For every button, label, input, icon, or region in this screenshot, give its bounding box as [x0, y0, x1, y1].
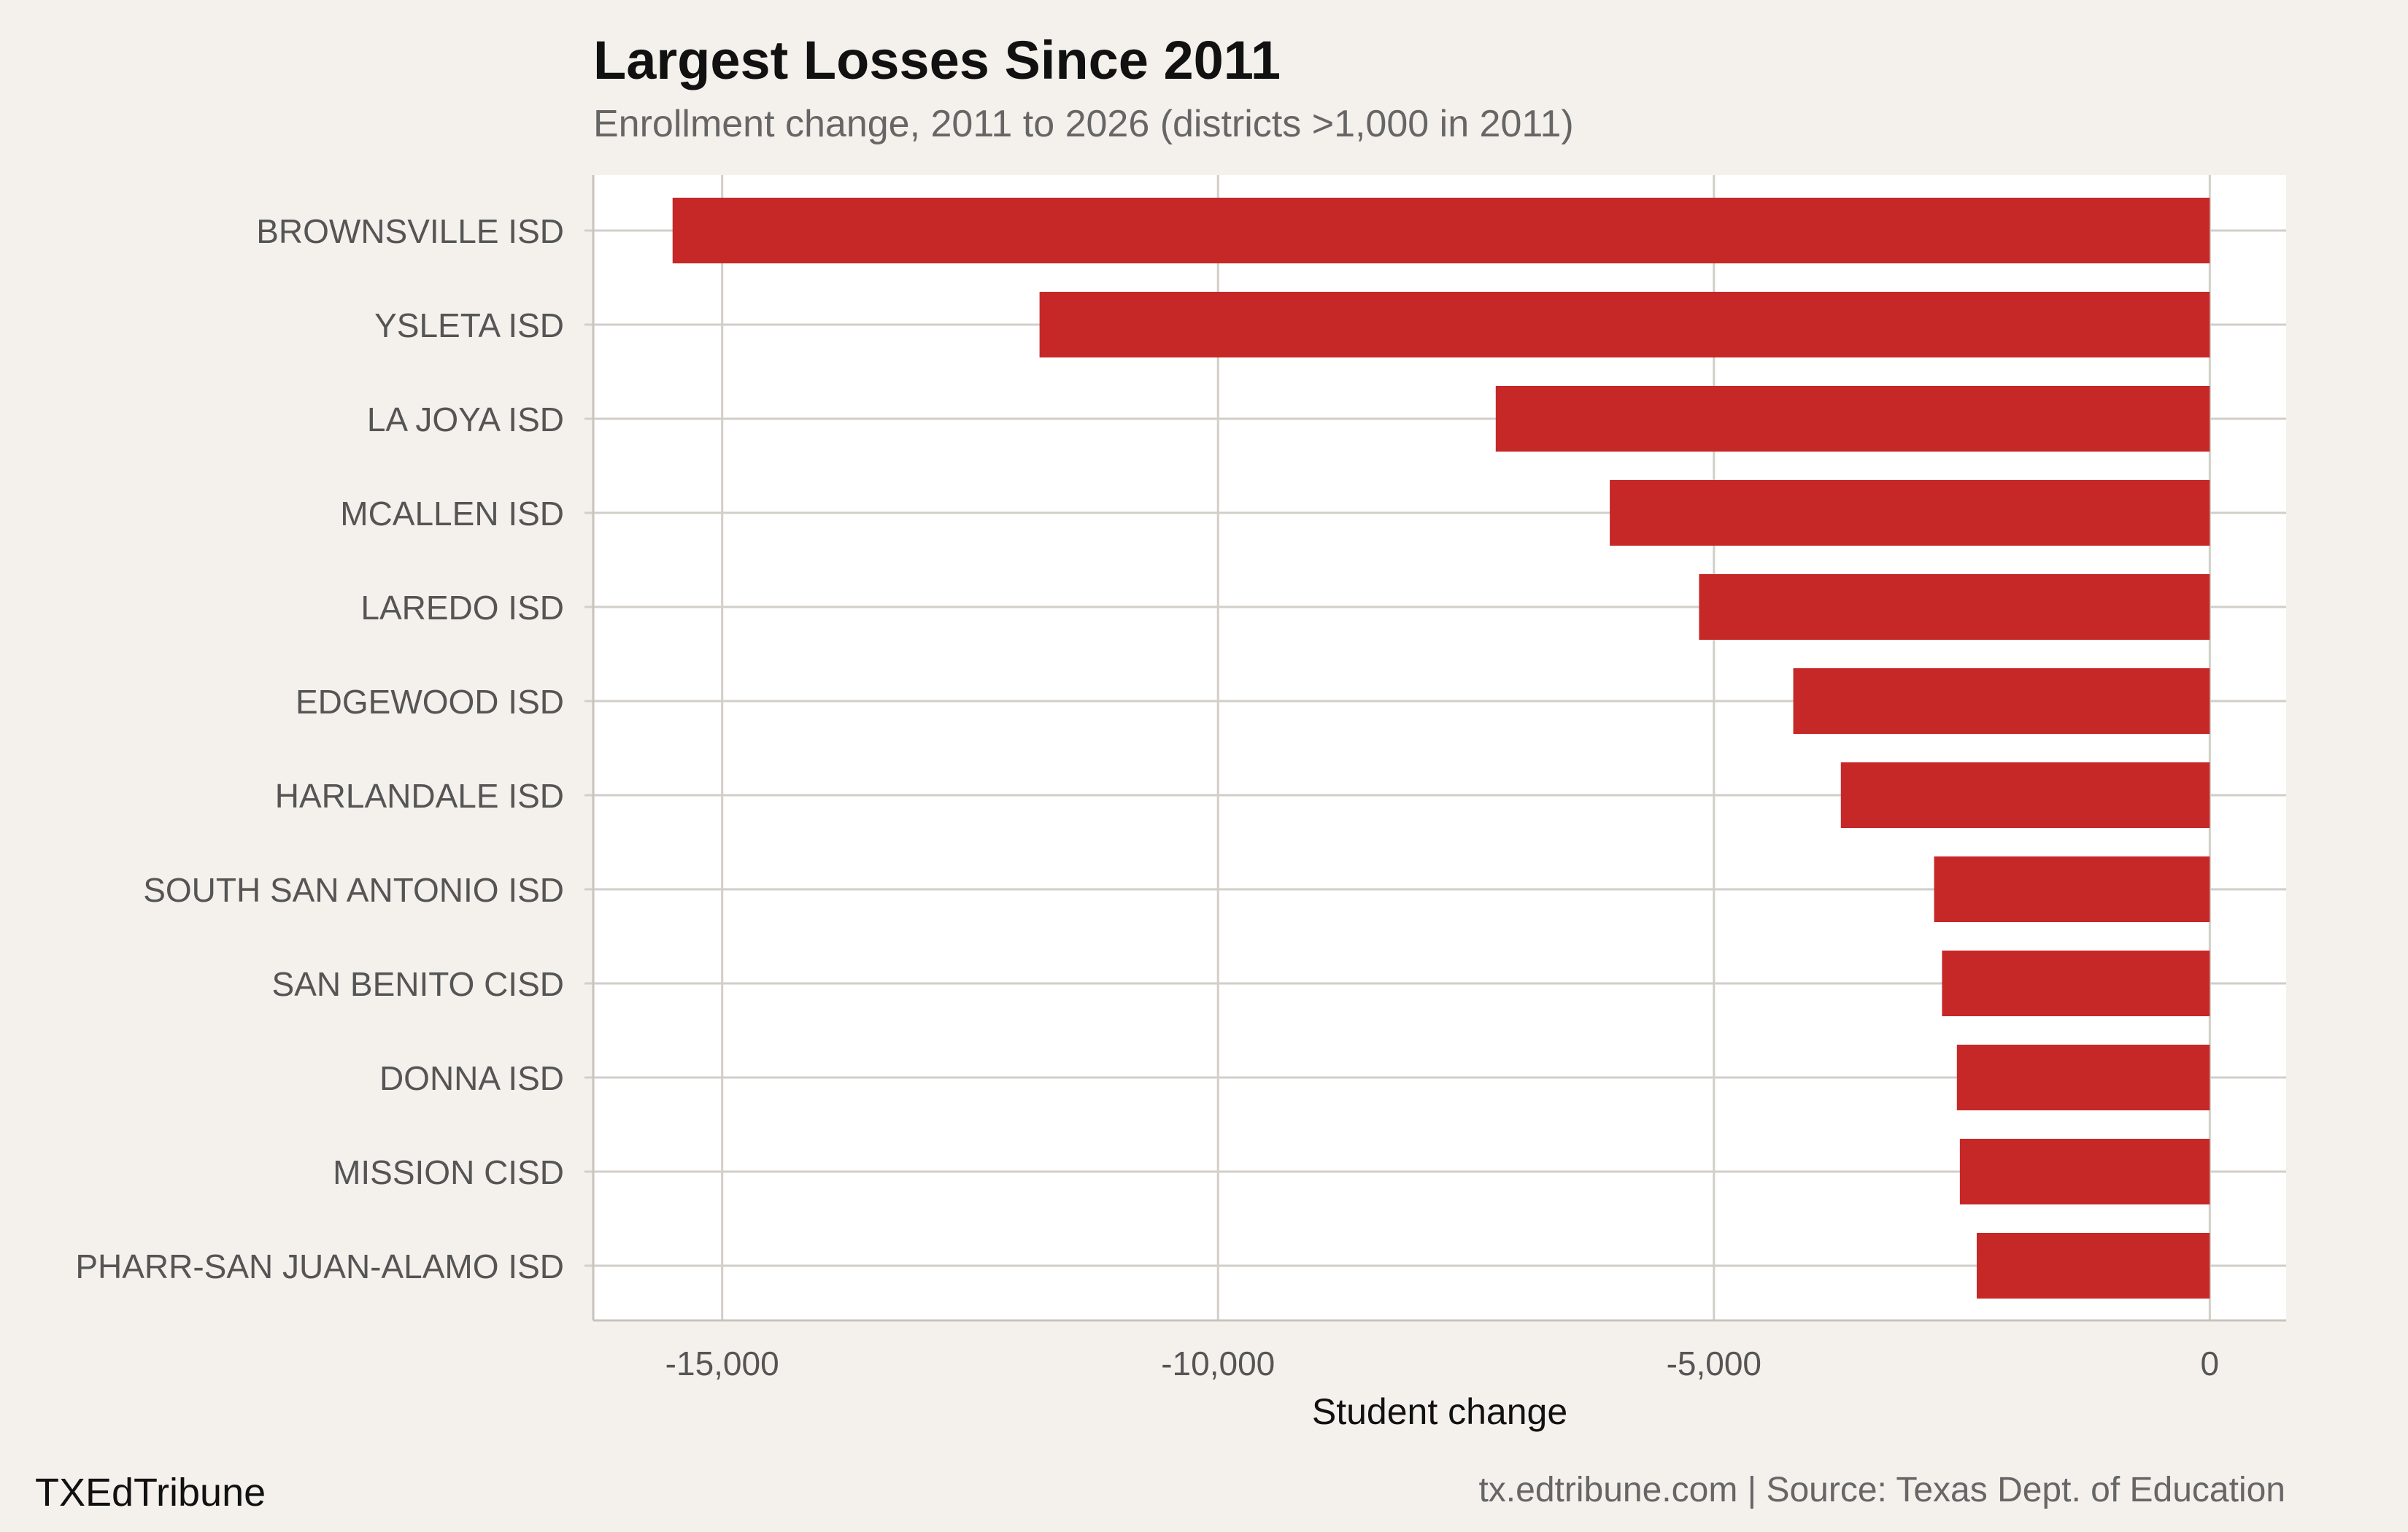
chart-subtitle: Enrollment change, 2011 to 2026 (distric…: [593, 103, 1574, 145]
bar: [1699, 574, 2210, 640]
y-tick-label: LA JOYA ISD: [367, 401, 564, 438]
brand-logo-text: TXEdTribune: [35, 1471, 266, 1514]
bars: [672, 198, 2210, 1299]
chart-title: Largest Losses Since 2011: [593, 30, 1281, 90]
x-tick-label: -15,000: [665, 1345, 779, 1382]
bar: [1840, 762, 2210, 828]
plot-panel: [593, 175, 2286, 1320]
y-tick-label: BROWNSVILLE ISD: [256, 212, 564, 250]
bar: [1495, 386, 2210, 452]
bar: [1959, 1139, 2210, 1204]
y-tick-label: YSLETA ISD: [374, 306, 564, 344]
y-tick-label: HARLANDALE ISD: [275, 777, 564, 815]
y-tick-label: MCALLEN ISD: [340, 495, 564, 533]
source-note: tx.edtribune.com | Source: Texas Dept. o…: [1478, 1471, 2285, 1509]
y-tick-label: SAN BENITO CISD: [272, 965, 564, 1003]
x-tick-label: -5,000: [1667, 1345, 1761, 1382]
bar: [1793, 668, 2210, 734]
bar: [1942, 951, 2210, 1016]
bar: [1976, 1233, 2210, 1299]
bar: [1956, 1045, 2210, 1110]
bar: [1039, 292, 2210, 357]
y-tick-label: SOUTH SAN ANTONIO ISD: [143, 871, 564, 909]
bar: [1934, 856, 2210, 922]
bar: [672, 198, 2210, 263]
x-axis-title: Student change: [1312, 1391, 1567, 1432]
y-tick-label: PHARR-SAN JUAN-ALAMO ISD: [75, 1247, 564, 1285]
y-tick-label: MISSION CISD: [333, 1153, 564, 1191]
x-tick-labels: -15,000 -10,000 -5,000 0: [665, 1345, 2219, 1382]
x-tick-label: 0: [2201, 1345, 2220, 1382]
bar: [1610, 480, 2210, 546]
y-tick-label: DONNA ISD: [379, 1059, 564, 1097]
y-tick-label: LAREDO ISD: [360, 589, 564, 627]
y-tick-label: EDGEWOOD ISD: [296, 683, 564, 721]
x-tick-label: -10,000: [1161, 1345, 1275, 1382]
y-tick-labels: BROWNSVILLE ISD YSLETA ISD LA JOYA ISD MCAL…: [75, 212, 564, 1285]
